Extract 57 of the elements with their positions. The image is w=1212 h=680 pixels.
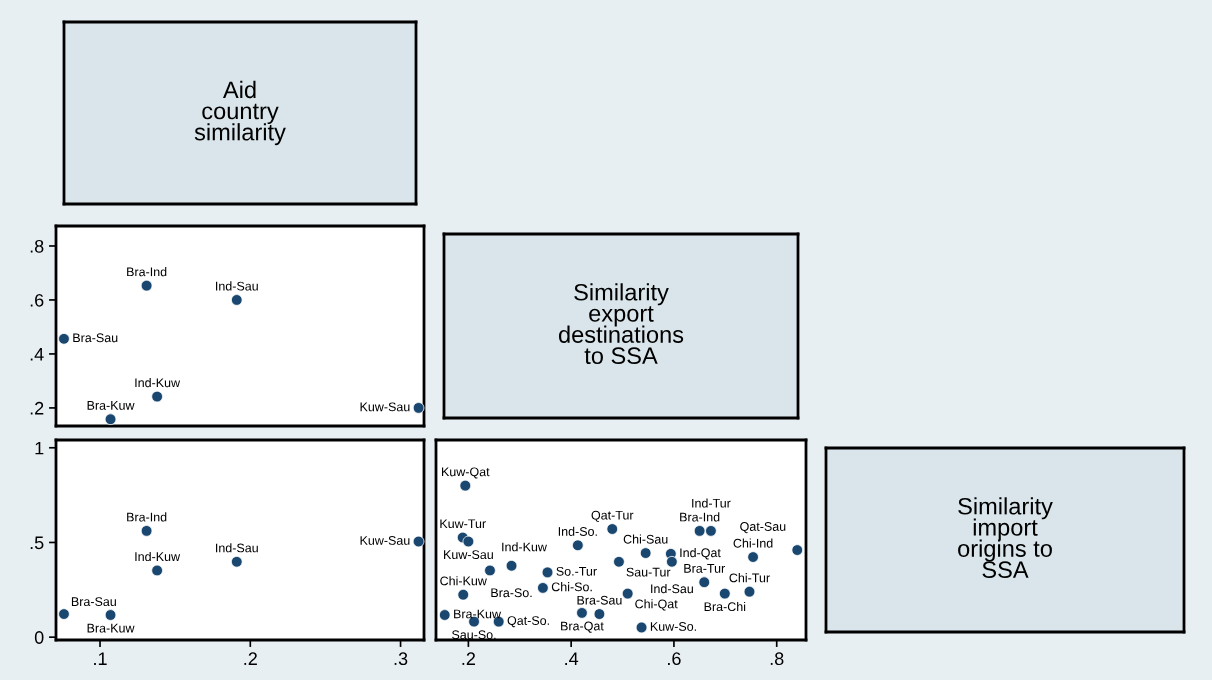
annotation: Ind-Sau (216, 543, 258, 553)
annotation: Ind-Kuw (135, 551, 181, 562)
annotation: Kuw-Tur (440, 519, 486, 529)
annotation: So.-Tur (556, 566, 597, 576)
y-tick-label: .6 (30, 293, 44, 307)
text: Similarity export destinations to SSA (558, 283, 684, 365)
x-tick-label: .8 (770, 652, 784, 666)
annotation: Ind-Tur (692, 498, 731, 508)
annotation: Bra-Kuw (454, 609, 502, 619)
y-tick-label: 0 (34, 631, 44, 644)
x-tick-label: .2 (244, 652, 257, 665)
annotation: Chi-Tur (729, 573, 770, 583)
annotation: Kuw-Sau (444, 550, 493, 560)
annotation: Bra-Sau (577, 595, 622, 605)
annotation: Chi-Sau (623, 534, 668, 544)
annotation: Bra-Chi (704, 601, 746, 612)
annotation: Chi-So. (551, 582, 592, 592)
annotation: Ind-So. (558, 526, 597, 536)
annotation: Bra-Ind (127, 512, 167, 522)
annotation: Ind-Kuw (502, 542, 547, 552)
annotation: Qat-So. (507, 616, 549, 628)
annotation: Ind-Kuw (135, 377, 181, 388)
y-tick-label: .5 (30, 536, 44, 550)
annotation: Bra-Ind (680, 512, 720, 522)
text: Similarity import origins to SSA (958, 497, 1053, 579)
annotation: Qat-Sau (740, 522, 786, 534)
annotation: Sau-Tur (626, 567, 671, 577)
annotation: Chi-Kuw (440, 576, 487, 586)
annotation: Bra-Kuw (87, 623, 135, 633)
x-tick-label: .2 (462, 652, 475, 665)
annotation: Chi-Qat (635, 599, 678, 611)
x-tick-label: .3 (394, 652, 408, 666)
annotation: Kuw-Sau (360, 402, 410, 412)
annotation: Bra-Sau (73, 333, 118, 343)
annotation: Bra-So. (491, 588, 532, 598)
annotation: Chi-Ind (733, 538, 773, 548)
annotation: Bra-Qat (561, 621, 604, 633)
y-tick-label: 1 (35, 441, 44, 455)
annotation: Kuw-Qat (442, 467, 490, 479)
y-tick-label: .2 (30, 401, 44, 415)
annotation: Bra-Tur (684, 564, 725, 573)
x-tick-label: .1 (94, 652, 107, 665)
annotation: Qat-Tur (591, 510, 634, 522)
text: Aid country similarity (194, 80, 286, 146)
annotation: Sau-So. (452, 630, 496, 640)
x-tick-label: .6 (668, 652, 681, 666)
annotation: Ind-Sau (216, 281, 258, 291)
annotation: Kuw-Sau (360, 536, 410, 545)
annotation: Ind-Qat (680, 548, 721, 560)
annotation: Kuw-So. (650, 622, 696, 631)
y-tick-label: .4 (30, 348, 44, 361)
annotation: Bra-Ind (127, 267, 167, 277)
annotation: Bra-Kuw (87, 401, 135, 410)
x-tick-label: .4 (565, 652, 579, 665)
annotation: Bra-Sau (71, 597, 116, 607)
y-tick-label: .8 (30, 239, 44, 253)
annotation: Ind-Sau (651, 584, 693, 594)
